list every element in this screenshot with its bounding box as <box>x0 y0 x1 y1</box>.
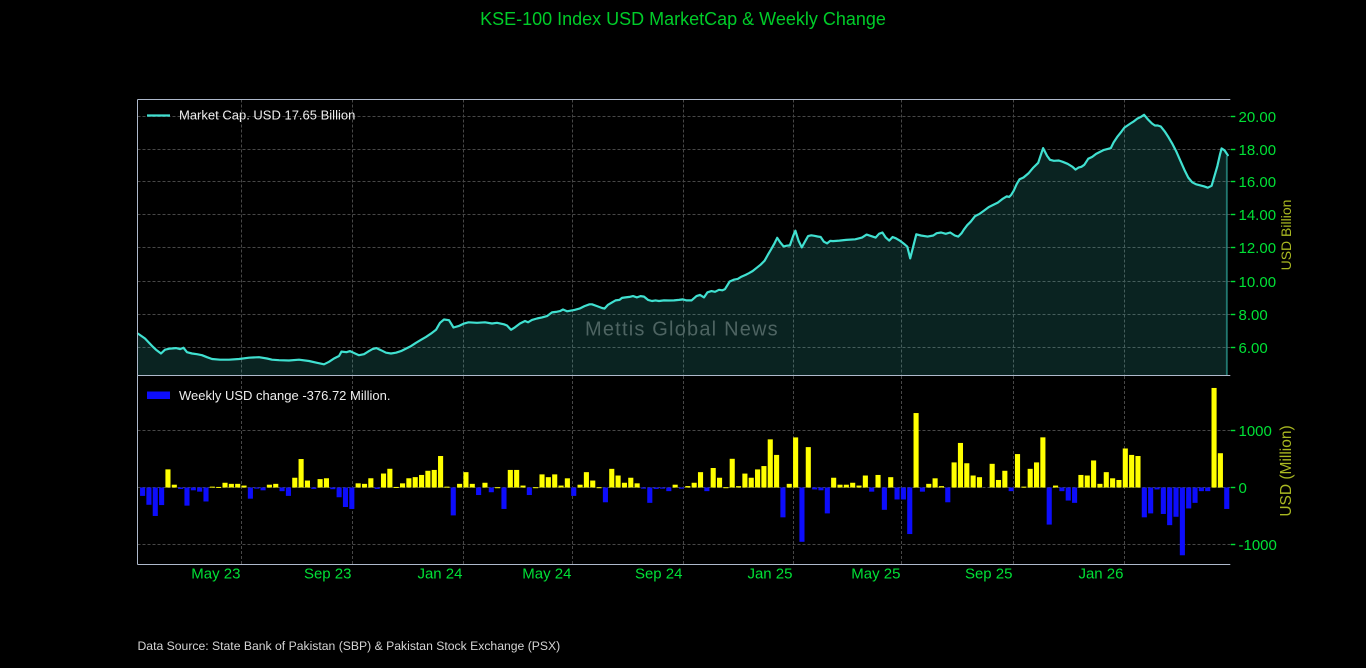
svg-text:Jan 25: Jan 25 <box>747 566 792 583</box>
svg-text:14.00: 14.00 <box>1239 207 1277 224</box>
svg-text:12.00: 12.00 <box>1239 240 1277 257</box>
svg-text:Sep 23: Sep 23 <box>304 566 352 583</box>
svg-text:Sep 24: Sep 24 <box>635 566 683 583</box>
svg-text:May 23: May 23 <box>191 566 240 583</box>
svg-text:May 24: May 24 <box>522 566 571 583</box>
svg-text:USD (Million): USD (Million) <box>1278 425 1295 516</box>
svg-text:-1000: -1000 <box>1239 537 1277 554</box>
svg-text:Data Source: State Bank of Pak: Data Source: State Bank of Pakistan (SBP… <box>138 639 561 653</box>
svg-text:8.00: 8.00 <box>1239 307 1268 324</box>
svg-text:Sep 25: Sep 25 <box>965 566 1013 583</box>
svg-text:Weekly USD change -376.72 Mill: Weekly USD change -376.72 Million. <box>179 388 390 403</box>
svg-text:16.00: 16.00 <box>1239 174 1277 191</box>
svg-text:USD Billion: USD Billion <box>1278 200 1294 271</box>
svg-text:Mettis Global News: Mettis Global News <box>585 319 779 341</box>
svg-text:18.00: 18.00 <box>1239 142 1277 159</box>
svg-text:Jan 26: Jan 26 <box>1078 566 1123 583</box>
svg-text:KSE-100 Index USD MarketCap &: KSE-100 Index USD MarketCap & Weekly Cha… <box>480 9 886 29</box>
svg-text:6.00: 6.00 <box>1239 340 1268 357</box>
svg-text:May 25: May 25 <box>851 566 900 583</box>
svg-text:Jan 24: Jan 24 <box>417 566 462 583</box>
svg-text:20.00: 20.00 <box>1239 109 1277 126</box>
svg-text:0: 0 <box>1239 480 1247 497</box>
svg-text:10.00: 10.00 <box>1239 274 1277 291</box>
svg-text:Market Cap. USD 17.65 Billion: Market Cap. USD 17.65 Billion <box>179 108 355 123</box>
svg-text:1000: 1000 <box>1239 423 1272 440</box>
